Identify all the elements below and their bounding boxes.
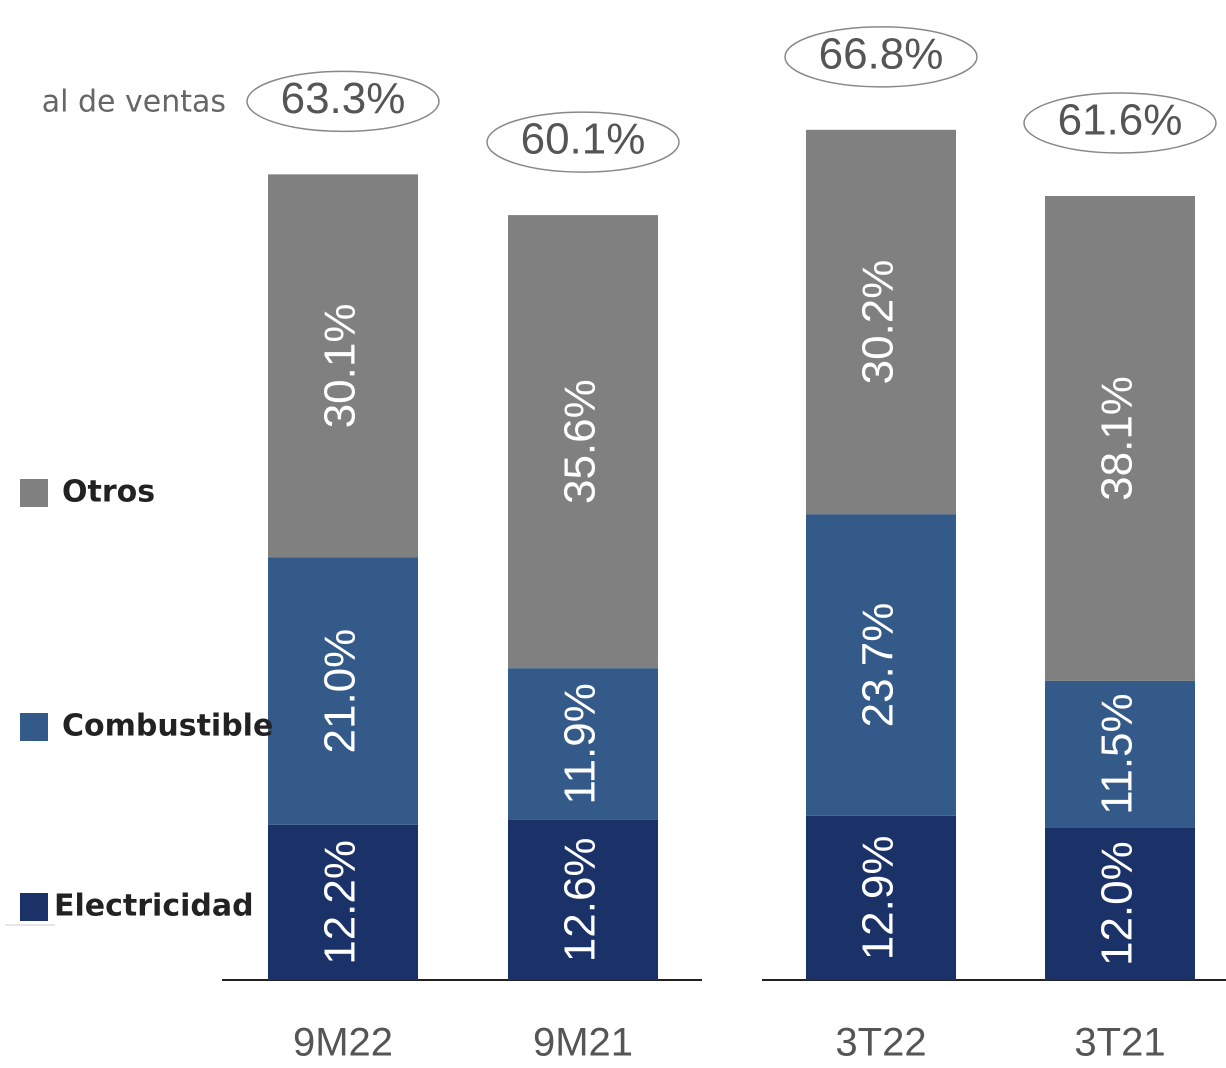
value-label: 30.1%	[316, 304, 365, 429]
value-label: 11.5%	[1093, 693, 1142, 815]
bar-segment	[508, 215, 658, 669]
value-label: 12.0%	[1093, 841, 1142, 966]
value-label: 38.1%	[1093, 376, 1142, 501]
bar-segment	[806, 129, 956, 515]
x-tick-label: 9M21	[533, 1021, 633, 1064]
value-label: 12.2%	[316, 840, 365, 965]
bar-segment	[1045, 196, 1195, 681]
bar-segment	[806, 815, 956, 980]
bar-segment	[268, 557, 418, 825]
legend-swatch	[20, 893, 48, 921]
value-label: 21.0%	[316, 629, 365, 754]
legend-swatch	[20, 479, 48, 507]
legend-label: Electricidad	[54, 889, 254, 924]
total-ellipse	[486, 111, 680, 173]
legend-label: Combustible	[62, 709, 273, 744]
x-tick-label: 3T21	[1074, 1021, 1165, 1064]
bar-segment	[508, 819, 658, 980]
value-label: 23.7%	[854, 603, 903, 728]
total-label: 60.1%	[521, 115, 646, 164]
total-label: 63.3%	[281, 74, 406, 123]
value-label: 12.6%	[556, 837, 605, 962]
bar-segment	[1045, 680, 1195, 828]
legend-swatch	[20, 713, 48, 741]
x-tick-label: 9M22	[293, 1021, 393, 1064]
subtitle: al de ventas	[42, 85, 226, 120]
bar-segment	[268, 824, 418, 980]
total-label: 66.8%	[819, 29, 944, 78]
x-tick-label: 3T22	[835, 1021, 926, 1064]
total-ellipse	[1023, 92, 1217, 154]
value-label: 11.9%	[556, 683, 605, 805]
total-ellipse	[246, 70, 440, 133]
value-label: 30.2%	[854, 260, 903, 385]
bar-segment	[806, 514, 956, 816]
total-ellipse	[784, 26, 978, 88]
bar-segment	[508, 668, 658, 820]
value-label: 12.9%	[854, 836, 903, 961]
bar-segment	[268, 174, 418, 558]
bar-segment	[1045, 827, 1195, 980]
total-label: 61.6%	[1058, 96, 1183, 145]
legend-label: Otros	[62, 475, 155, 510]
value-label: 35.6%	[556, 379, 605, 504]
